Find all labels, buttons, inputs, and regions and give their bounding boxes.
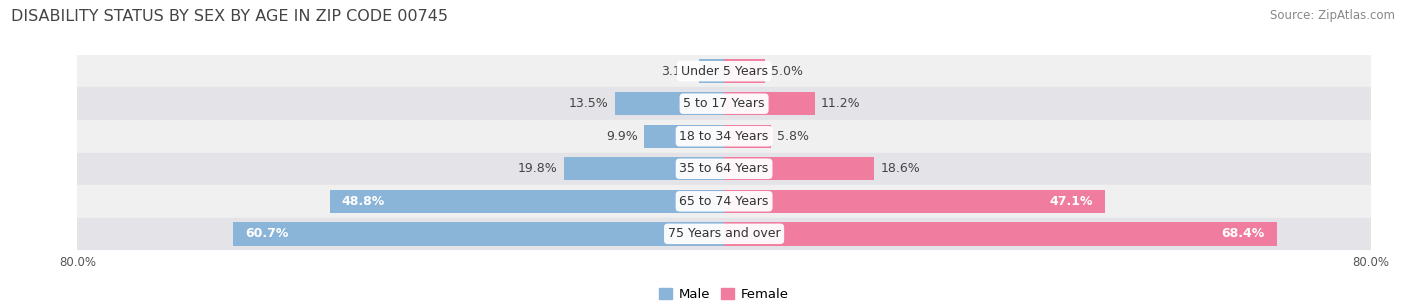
Bar [77,120,1371,152]
Text: 75 Years and over: 75 Years and over [668,227,780,240]
Text: 18 to 34 Years: 18 to 34 Years [679,130,769,143]
Text: Under 5 Years: Under 5 Years [681,65,768,78]
Bar [77,185,1371,217]
Text: 3.1%: 3.1% [661,65,693,78]
Bar [564,157,724,181]
Bar [724,92,814,115]
Text: 35 to 64 Years: 35 to 64 Years [679,162,769,175]
Text: 60.7%: 60.7% [246,227,288,240]
Bar [724,190,1105,213]
Bar [329,190,724,213]
Bar [724,157,875,181]
Bar [644,124,724,148]
Text: 18.6%: 18.6% [882,162,921,175]
Bar [77,55,1371,88]
Bar [233,222,724,246]
Text: 5 to 17 Years: 5 to 17 Years [683,97,765,110]
Bar [614,92,724,115]
Text: 19.8%: 19.8% [517,162,558,175]
Bar [77,88,1371,120]
Bar [724,124,770,148]
Bar [77,217,1371,250]
Text: 5.0%: 5.0% [770,65,803,78]
Text: Source: ZipAtlas.com: Source: ZipAtlas.com [1270,9,1395,22]
Text: 5.8%: 5.8% [778,130,810,143]
Bar [699,59,724,83]
Legend: Male, Female: Male, Female [654,282,794,305]
Text: 9.9%: 9.9% [606,130,637,143]
Text: 47.1%: 47.1% [1049,195,1092,208]
Text: 13.5%: 13.5% [569,97,609,110]
Bar [77,152,1371,185]
Bar [724,59,765,83]
Text: DISABILITY STATUS BY SEX BY AGE IN ZIP CODE 00745: DISABILITY STATUS BY SEX BY AGE IN ZIP C… [11,9,449,24]
Bar [724,222,1277,246]
Text: 11.2%: 11.2% [821,97,860,110]
Text: 65 to 74 Years: 65 to 74 Years [679,195,769,208]
Text: 48.8%: 48.8% [342,195,385,208]
Text: 68.4%: 68.4% [1222,227,1265,240]
